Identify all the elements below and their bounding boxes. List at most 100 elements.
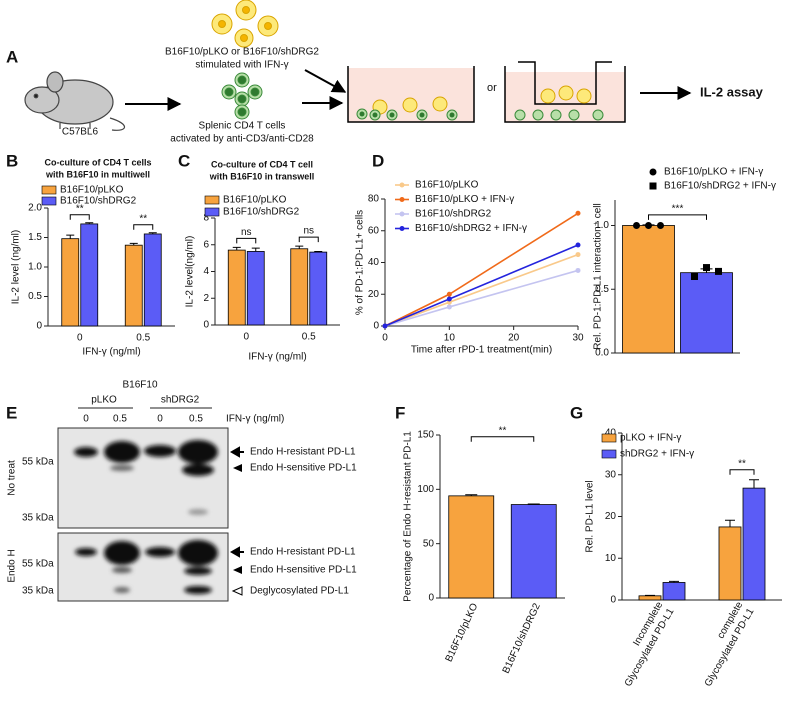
error-bar (251, 247, 260, 252)
y-tick-label: 60 (368, 225, 380, 236)
y-tick-label: 2 (203, 293, 209, 304)
y-tick-label: 80 (368, 194, 380, 205)
y-axis-label: Percentage of Endo H-resistant PD-L1 (403, 431, 414, 602)
lane-label: 0 (83, 414, 89, 425)
error-bar (295, 245, 304, 249)
tcell-treatment: activated by anti-CD3/anti-CD28 (170, 134, 314, 145)
t-cells (221, 72, 263, 120)
band-arrow (229, 446, 244, 458)
y-tick-label: 4 (203, 266, 209, 277)
y-tick-label: 20 (368, 289, 380, 300)
x-tick-label: 0 (243, 332, 249, 343)
legend-marker (649, 168, 657, 176)
y-axis-label: IL-2 level (ng/ml) (11, 230, 22, 304)
legend-label: pLKO + IFN-γ (620, 433, 681, 444)
line-marker (382, 323, 388, 329)
legend-label: B16F10/pLKO (223, 195, 287, 206)
bar (622, 225, 675, 354)
significance-bracket (648, 214, 707, 220)
error-bar (314, 250, 323, 253)
x-axis-label: IFN-γ (ng/ml) (82, 347, 140, 358)
x-tick-label: 0.5 (136, 333, 150, 344)
y-tick-label: 2.0 (28, 203, 42, 214)
bar (124, 244, 143, 327)
panel-label: D (372, 151, 384, 170)
bar (742, 487, 766, 601)
group-label: pLKO (91, 395, 117, 406)
mouse-label: C57BL6 (62, 127, 99, 138)
legend-marker (649, 182, 657, 190)
x-tick-label: 10 (444, 333, 456, 344)
assay-label: IL-2 assay (700, 84, 764, 99)
line-marker (446, 304, 452, 310)
data-point (645, 222, 652, 229)
bar (309, 251, 328, 326)
data-point (715, 267, 722, 275)
band-label: Endo H-resistant PD-L1 (250, 447, 356, 458)
band-arrow (229, 546, 244, 558)
y-tick-label: 40 (605, 428, 617, 439)
bar (662, 582, 686, 601)
line-marker (575, 210, 581, 216)
panel-label: F (395, 403, 405, 422)
y-tick-label: 8 (203, 213, 209, 224)
legend-swatch (204, 207, 220, 217)
band-arrow (233, 566, 242, 574)
x-tick-label: 0.5 (302, 332, 316, 343)
legend-marker (399, 182, 405, 188)
chart-title: Co-culture of CD4 T cells (44, 157, 151, 167)
legend-marker (399, 226, 405, 231)
error-bar (85, 222, 94, 224)
legend-label: B16F10/shDRG2 (60, 196, 137, 207)
bar (80, 223, 99, 327)
y-tick-label: 0 (36, 321, 42, 332)
bar (143, 233, 162, 327)
y-axis-label: Rel. PD-L1 level (585, 480, 596, 552)
y-tick-label: 40 (368, 257, 380, 268)
y-axis-label: % of PD-1:PD-L1+ cells (355, 210, 366, 315)
line-marker (575, 252, 581, 258)
x-tick-label: B16F10/pLKO (444, 602, 481, 664)
bar (718, 526, 742, 601)
kda-marker: 55 kDa (22, 559, 54, 570)
y-axis-label: IL-2 level(ng/ml) (185, 236, 196, 308)
y-tick-label: 50 (423, 538, 435, 549)
y-tick-label: 0.5 (595, 284, 609, 295)
band-arrow (231, 586, 243, 596)
line-marker (575, 242, 581, 248)
error-bar (465, 494, 478, 496)
band-label: Deglycosylated PD-L1 (250, 586, 349, 597)
legend-swatch (601, 449, 617, 459)
cell-line: B16F10 (122, 380, 157, 391)
significance-bracket (470, 436, 535, 442)
error-bar (527, 503, 540, 505)
kda-marker: 55 kDa (22, 457, 54, 468)
significance-label: ** (738, 458, 746, 469)
error-bar (725, 519, 735, 527)
significance-label: ns (303, 226, 314, 237)
significance-bracket (236, 237, 257, 244)
significance-label: *** (672, 204, 684, 215)
error-bar (669, 580, 679, 583)
legend-swatch (204, 195, 220, 205)
chart-title: Co-culture of CD4 T cell (211, 159, 313, 169)
legend-label: shDRG2 + IFN-γ (620, 449, 694, 460)
y-tick-label: 0 (373, 321, 379, 332)
legend-swatch (41, 185, 57, 195)
data-point (691, 273, 698, 280)
legend-label: B16F10/shDRG2 (415, 209, 492, 220)
y-tick-label: 6 (203, 239, 209, 250)
chart-title: with B16F10 in transwell (209, 171, 315, 181)
y-tick-label: 20 (605, 511, 617, 522)
error-bar (232, 246, 241, 251)
blot-name: Endo H (7, 549, 18, 582)
legend-marker (399, 211, 405, 217)
line-marker (446, 296, 452, 302)
x-axis-label: IFN-γ (ng/ml) (248, 352, 306, 363)
line-marker (446, 291, 452, 297)
x-axis-label: Time after rPD-1 treatment(min) (411, 345, 552, 356)
significance-bracket (729, 469, 755, 475)
line (384, 253, 579, 327)
band-label: Endo H-sensitive PD-L1 (250, 463, 357, 474)
